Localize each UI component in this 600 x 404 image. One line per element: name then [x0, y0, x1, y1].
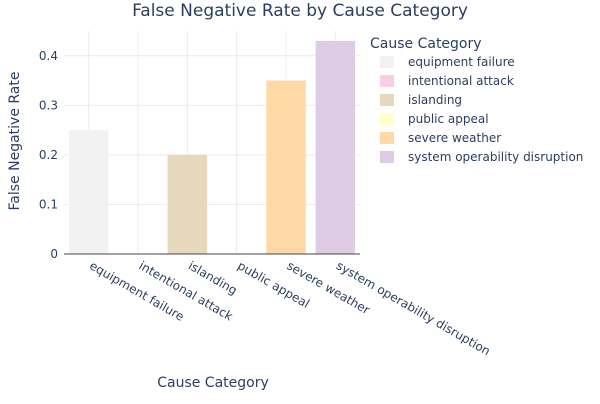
legend-label: intentional attack	[408, 74, 514, 88]
legend[interactable]: Cause Category equipment failure intentio…	[370, 36, 583, 164]
legend-label: severe weather	[408, 131, 501, 145]
y-tick-label: 0	[50, 247, 58, 261]
legend-label: islanding	[408, 93, 462, 107]
legend-item[interactable]: severe weather	[380, 131, 501, 145]
y-axis-title: False Negative Rate	[7, 72, 23, 211]
x-tick-label: severe weather	[285, 258, 373, 317]
bar-equipment-failure[interactable]	[68, 130, 109, 254]
legend-item[interactable]: system operability disruption	[380, 150, 583, 164]
legend-swatch	[380, 132, 394, 144]
legend-title: Cause Category	[370, 36, 482, 52]
y-tick-label: 0.4	[39, 49, 58, 63]
x-axis-title: Cause Category	[157, 375, 269, 391]
legend-label: system operability disruption	[408, 150, 583, 164]
y-tick-label: 0.3	[39, 98, 58, 112]
legend-item[interactable]: islanding	[380, 93, 462, 107]
y-tick-label: 0.2	[39, 148, 58, 162]
legend-label: public appeal	[408, 112, 489, 126]
legend-items: equipment failure intentional attack islan…	[380, 55, 583, 164]
chart-title: False Negative Rate by Cause Category	[132, 1, 468, 21]
y-tick-label: 0.1	[39, 197, 58, 211]
legend-item[interactable]: public appeal	[380, 112, 489, 126]
legend-label: equipment failure	[408, 55, 515, 69]
legend-item[interactable]: intentional attack	[380, 74, 514, 88]
bar-islanding[interactable]	[167, 154, 208, 254]
bar-severe-weather[interactable]	[266, 80, 306, 254]
legend-swatch	[380, 151, 394, 163]
y-axis-ticks: 0 0.1 0.2 0.3 0.4	[39, 49, 58, 261]
legend-swatch	[380, 94, 394, 106]
bars	[68, 40, 356, 255]
bar-system-operability-disruption[interactable]	[315, 40, 356, 255]
legend-swatch	[380, 75, 394, 87]
legend-swatch	[380, 56, 394, 68]
legend-item[interactable]: equipment failure	[380, 55, 515, 69]
legend-swatch	[380, 113, 394, 125]
